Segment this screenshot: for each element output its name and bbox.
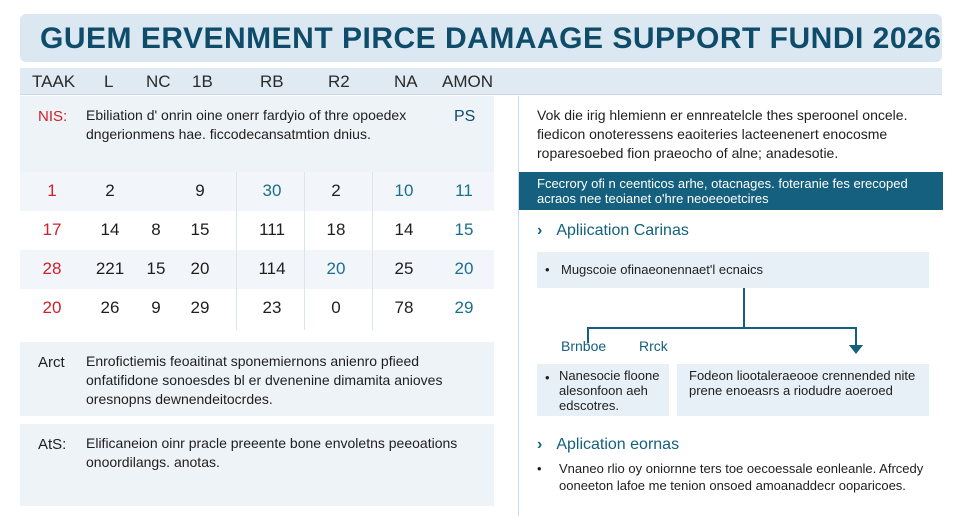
connector-line [587,327,857,329]
section-title: › Aplication eornas [537,436,679,454]
chevron-right-icon: › [537,436,543,453]
table-cell: 17 [42,220,62,239]
table-cell: 221 [95,259,125,278]
branch-box-left: • Nanesocie floone alesonfoon aeh edscot… [537,364,669,416]
branch-label-left: Brnboe [561,338,607,354]
table-cell: 30 [262,181,282,200]
section-title: › Apliication Carinas [537,222,689,240]
table-cell: 8 [151,220,161,239]
title-bar: GUEM ERVENMENT PIRCE DAMAAGE SUPPORT FUN… [20,14,942,62]
note-text: Enrofictiemis feoaitinat sponemiernons a… [86,353,443,407]
divider [236,172,237,330]
connector-line [587,327,589,343]
right-intro: Vok die irig hlemienn er ennreatelcle th… [537,107,908,161]
note-block: AtS: Elificaneion oinr pracle preeente b… [20,424,494,506]
table-cell: 11 [455,181,473,200]
table-cell: 20 [326,259,346,278]
table-cell: 29 [454,298,474,317]
section-title-text: Apliication Carinas [556,222,689,239]
table-cell: 26 [100,298,120,317]
table-cell: 9 [195,181,205,200]
branch-box-right: Fodeon liootaleraeooe crennended nite pr… [677,364,929,416]
table-cell: 20 [42,298,62,317]
info-banner: Fcecrory ofi n ceenticos arhe, otacnages… [519,172,943,210]
table-row: 20 26 9 29 23 0 78 29 [20,289,494,330]
intro-text: Ebiliation d' onrin oine onerr fardyio o… [86,107,407,142]
table-cell: 2 [105,181,115,200]
chevron-right-icon: › [537,222,543,239]
col-header: NA [394,72,418,91]
table-cell: 111 [259,220,285,239]
table-row: 17 14 8 15 111 18 14 15 [20,211,494,251]
note-block: Arct Enrofictiemis feoaitinat sponemiern… [20,342,494,416]
col-header: L [104,72,114,91]
arrow-down-icon [849,345,863,354]
table-cell: 78 [394,298,414,317]
col-header: AMON [442,72,493,91]
criteria-item: Mugscoie ofinaeonennaet'l ecnaics [561,262,763,277]
note-text: Elificaneion oinr pracle preeente bone e… [86,435,458,470]
section-title-text: Aplication eornas [556,436,680,453]
table-cell: 28 [42,259,62,278]
process-item: Vnaneo rlio oy oniornne ters toe oecoess… [559,461,924,493]
table-cell: 18 [326,220,346,239]
table-cell: 20 [454,259,474,278]
bullet-icon: • [545,370,550,385]
table-cell: 1 [47,181,57,200]
intro-tag: NIS: [38,108,68,125]
table-cell: 20 [190,259,210,278]
col-header: R2 [328,72,350,91]
branch-label-right: Rrck [639,338,668,354]
page-title: GUEM ERVENMENT PIRCE DAMAAGE SUPPORT FUN… [40,22,942,55]
intro-row: NIS: Ebiliation d' onrin oine onerr fard… [20,96,494,172]
note-tag: AtS: [38,436,67,453]
banner-text: Fcecrory ofi n ceenticos arhe, otacnages… [537,176,908,206]
table-cell: 0 [331,298,341,317]
criteria-box: • Mugscoie ofinaeonennaet'l ecnaics [537,252,929,288]
branch-box-text: Nanesocie floone alesonfoon aeh edscotre… [559,368,660,413]
table-cell: 9 [151,298,161,317]
table-cell: 14 [100,220,120,239]
table-header: TAAK L NC 1B RB R2 NA AMON [20,68,942,95]
table-cell: 15 [146,259,166,278]
col-header: RB [260,72,284,91]
table-row: 1 2 9 30 2 10 11 [20,172,494,212]
right-panel: Vok die irig hlemienn er ennreatelcle th… [518,96,943,516]
table-cell: 25 [394,259,414,278]
table-cell: 10 [394,181,414,200]
branch-box-text: Fodeon liootaleraeooe crennended nite pr… [689,368,916,398]
table-cell: 23 [262,298,282,317]
note-tag: Arct [38,354,65,371]
table-cell: 114 [258,259,286,278]
col-header: 1B [192,72,213,91]
table-cell: 15 [454,220,474,239]
col-header: TAAK [32,72,76,91]
divider [304,172,305,330]
table-row: 28 221 15 20 114 20 25 20 [20,250,494,290]
table-cell: 15 [190,220,210,239]
bullet-icon: • [537,461,542,476]
divider [372,172,373,330]
col-header: NC [146,72,171,91]
connector-line [743,288,745,328]
connector-line [855,327,857,347]
table-cell: 14 [394,220,414,239]
table-cell: 2 [331,181,341,200]
bullet-icon: • [545,262,550,277]
table-cell: 29 [190,298,210,317]
data-grid: 1 2 9 30 2 10 11 17 14 8 15 111 18 14 15… [20,172,494,330]
intro-tag-right: PS [454,108,476,125]
